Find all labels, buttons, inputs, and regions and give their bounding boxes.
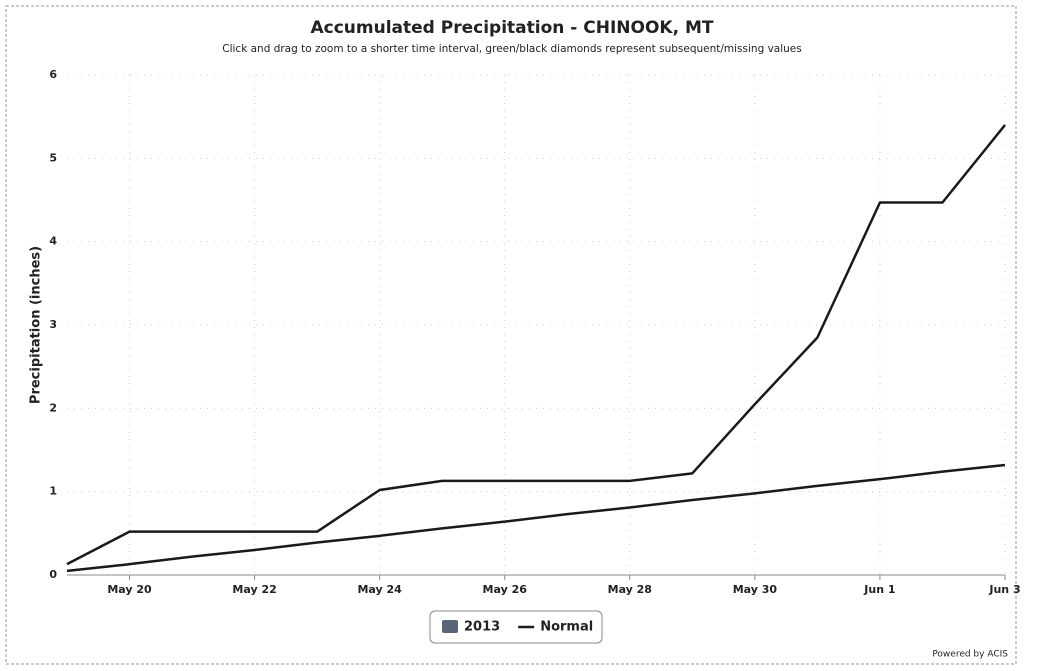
y-tick-label: 1 xyxy=(49,485,57,498)
y-tick-label: 4 xyxy=(49,235,57,248)
credit: Powered by ACIS xyxy=(932,650,1008,660)
x-tick-label: May 30 xyxy=(733,583,778,596)
x-tick-label: May 28 xyxy=(608,583,652,596)
legend-swatch xyxy=(442,620,458,633)
y-tick-label: 3 xyxy=(49,318,57,331)
x-tick-label: Jun 1 xyxy=(863,583,895,596)
x-tick-label: May 26 xyxy=(483,583,528,596)
data-line xyxy=(66,124,1006,566)
y-tick-label: 5 xyxy=(49,151,57,164)
chart-title: Accumulated Precipitation - CHINOOK, MT xyxy=(311,18,714,38)
y-tick-label: 2 xyxy=(49,401,57,414)
y-axis-label: Precipitation (inches) xyxy=(29,246,44,404)
chart-frame xyxy=(5,5,1017,665)
x-tick-label: Jun 3 xyxy=(988,583,1020,596)
data-line xyxy=(66,463,1006,573)
x-tick-label: May 22 xyxy=(232,583,276,596)
x-tick-label: May 24 xyxy=(357,583,402,596)
y-tick-label: 0 xyxy=(49,568,57,581)
legend-box xyxy=(429,610,603,644)
x-tick-label: May 20 xyxy=(107,583,152,596)
legend-label: 2013 xyxy=(464,620,500,635)
legend-label: Normal xyxy=(540,620,593,635)
y-tick-label: 6 xyxy=(49,68,57,81)
chart-subtitle: Click and drag to zoom to a shorter time… xyxy=(222,43,801,55)
